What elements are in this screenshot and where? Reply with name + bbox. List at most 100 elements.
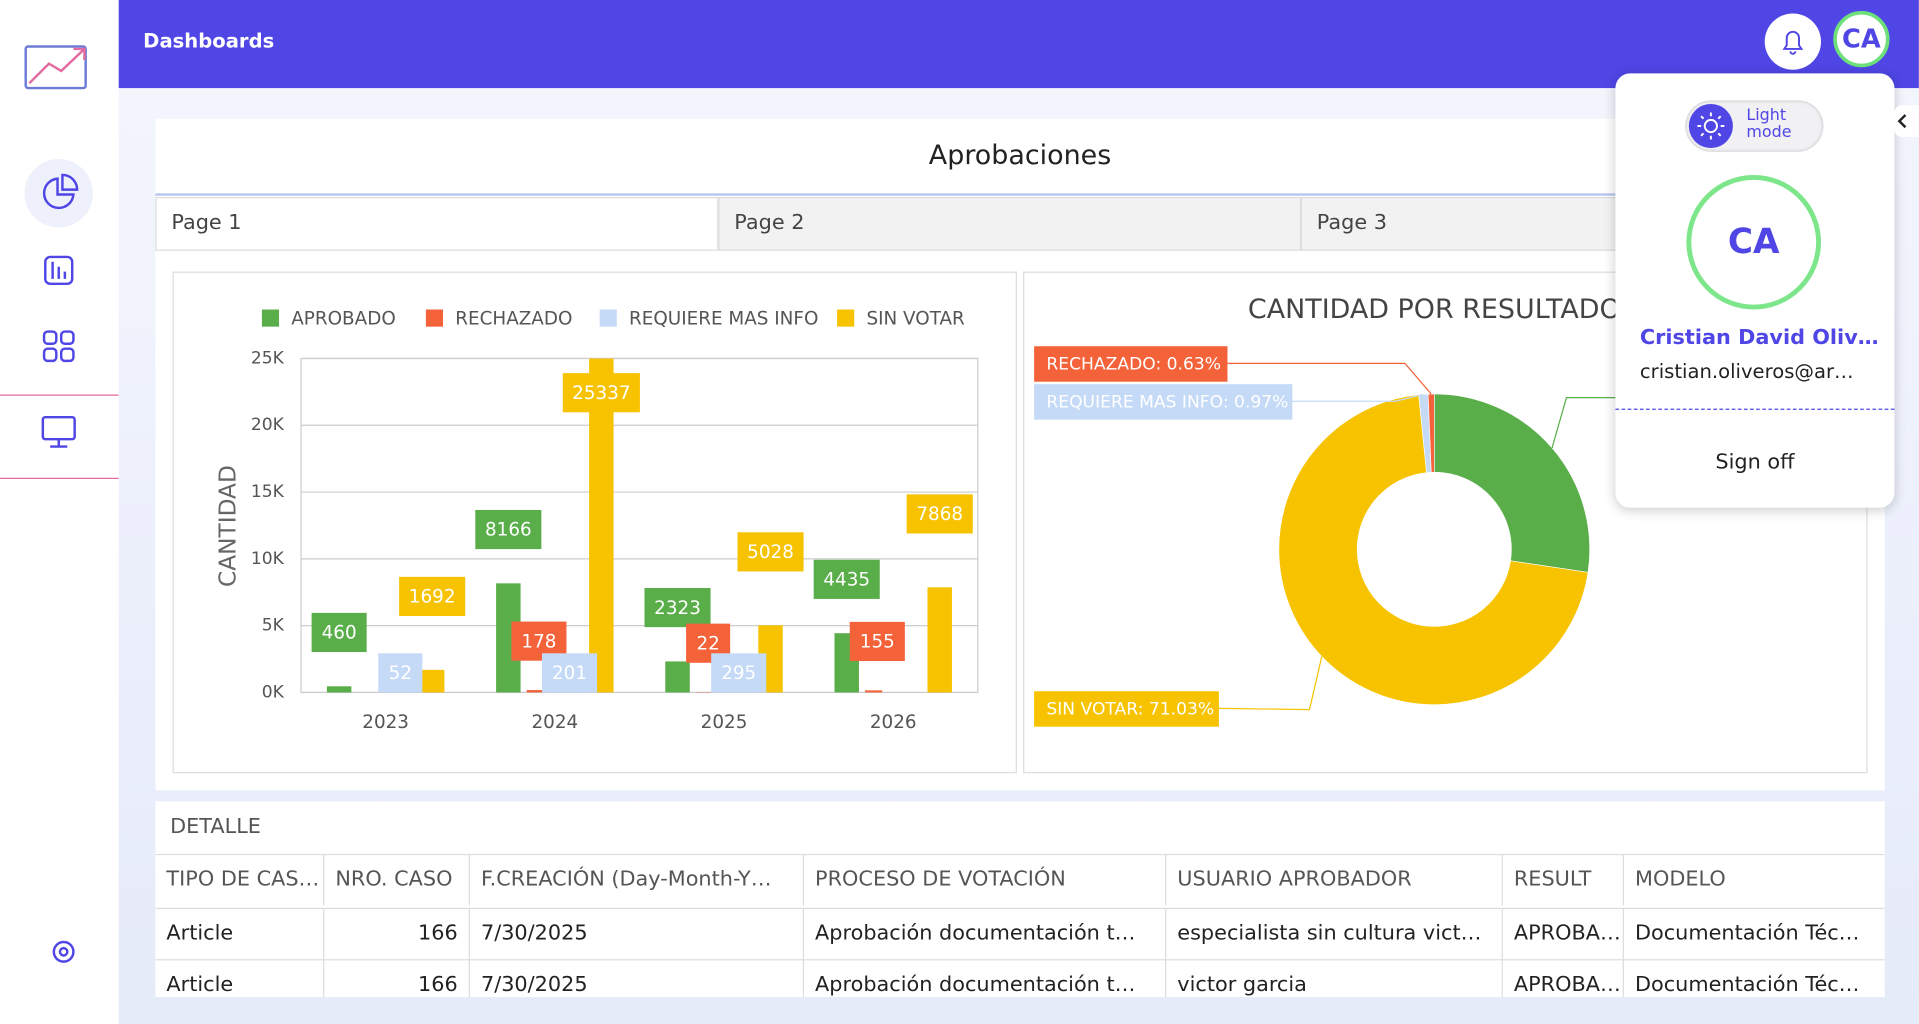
- data-label: 460: [322, 623, 357, 644]
- bar: [589, 358, 614, 693]
- bell-icon: [1782, 30, 1804, 55]
- title-rule: [155, 193, 1885, 196]
- bar: [419, 669, 445, 693]
- donut-slice: [1433, 393, 1590, 573]
- nav-bars[interactable]: [44, 255, 74, 286]
- data-label-bg: [399, 576, 466, 617]
- chevron: [1897, 92, 1918, 129]
- bars: [326, 358, 952, 693]
- data-label: 178: [521, 631, 556, 652]
- data-label: 8166: [485, 520, 532, 541]
- mode-line: Light: [1746, 106, 1787, 125]
- column-header: PROCESO DE VOTACIÓN: [802, 853, 1166, 906]
- y-tick-label: 20K: [251, 415, 285, 435]
- data-label: 7868: [916, 504, 963, 525]
- data-label: 22: [696, 633, 719, 654]
- collapse-tab[interactable]: [1894, 92, 1919, 138]
- user-menu: Light mode CA Cristian David Oliv… cristi…: [1615, 73, 1895, 508]
- y-tick-label: 25K: [251, 348, 285, 368]
- data-label-bg: [311, 612, 367, 653]
- nav-grid[interactable]: [42, 330, 58, 345]
- slice-label-bg: [1034, 691, 1219, 727]
- table-cell: Aprobación documentación t…: [802, 959, 1166, 998]
- legend-swatch: [599, 309, 617, 327]
- y-tick-label: 5K: [262, 616, 285, 636]
- data-label: 1692: [409, 587, 456, 608]
- bar: [927, 587, 952, 693]
- dashboard-title: Aprobaciones: [928, 140, 1112, 172]
- donut-slice: [1427, 393, 1435, 473]
- tab[interactable]: Page 1: [155, 196, 719, 251]
- mode-label: Light mode: [1746, 106, 1791, 142]
- tab[interactable]: Page 2: [718, 196, 1301, 251]
- user-name: Cristian David Oliv…: [1639, 325, 1879, 350]
- sign-off[interactable]: Sign off: [1715, 450, 1795, 475]
- logo: [24, 45, 87, 90]
- table-cell: Documentación Téc…: [1622, 959, 1885, 998]
- sun-icon: [1697, 112, 1725, 140]
- data-label-bg: [541, 653, 598, 693]
- avatar-large: CA: [1686, 174, 1822, 310]
- y-axis-label: CANTIDAD: [214, 465, 241, 587]
- y-tick-label: 15K: [251, 482, 285, 502]
- data-label-bg: [813, 559, 880, 599]
- table-cell: victor garcia: [1165, 959, 1502, 998]
- slice-label-bg: [1034, 384, 1293, 420]
- chart-frame: [172, 271, 1017, 774]
- leader-line: [1227, 362, 1432, 395]
- nav-pie[interactable]: [42, 177, 75, 210]
- settings[interactable]: [52, 940, 75, 963]
- sun-knob: [1688, 103, 1733, 149]
- nav-pie-part[interactable]: [61, 173, 79, 191]
- table-cell: Documentación Téc…: [1622, 907, 1885, 960]
- avatar[interactable]: CA: [1833, 11, 1890, 68]
- top-bar: Dashboards CA: [118, 0, 1919, 89]
- slice-label: RECHAZADO: 0.63%: [1046, 355, 1221, 375]
- donut-slice: [1278, 394, 1589, 705]
- notifications[interactable]: [1764, 13, 1822, 70]
- table-cell: Article: [155, 959, 324, 997]
- legend-swatch: [261, 309, 280, 327]
- slice-label-bg: [1034, 346, 1228, 382]
- x-tick-label: 2023: [362, 712, 409, 733]
- y-tick-label: 0K: [262, 682, 285, 702]
- theme-toggle[interactable]: Light mode: [1685, 100, 1824, 152]
- x-tick-label: 2026: [870, 712, 917, 733]
- table-cell: especialista sin cultura vict…: [1165, 907, 1502, 960]
- legend-label: RECHAZADO: [455, 308, 572, 329]
- y-tick-label: 10K: [251, 549, 285, 569]
- table-cell: 166: [323, 959, 469, 998]
- data-label-bg: [562, 373, 640, 413]
- plot-frame: [300, 357, 979, 694]
- column-header: MODELO: [1622, 853, 1885, 906]
- table-cell: APROBA…: [1501, 907, 1623, 960]
- data-label-bg: [849, 621, 905, 662]
- bar: [526, 690, 544, 693]
- data-label-bg: [475, 509, 542, 550]
- data-label: 2323: [654, 598, 701, 619]
- bar: [865, 690, 883, 693]
- table-cell: APROBA…: [1501, 959, 1623, 998]
- x-tick-label: 2024: [531, 712, 578, 733]
- column-header: TIPO DE CAS…: [155, 853, 324, 905]
- legend-label: APROBADO: [291, 308, 396, 329]
- data-label-bg: [378, 653, 423, 693]
- data-label: 155: [860, 632, 895, 653]
- menu-divider: [1615, 408, 1895, 410]
- slice-label: SIN VOTAR: 71.03%: [1046, 700, 1214, 720]
- data-label: 295: [721, 663, 756, 684]
- leader-line: [1218, 656, 1323, 711]
- bar: [665, 661, 690, 693]
- table-title: DETALLE: [170, 814, 261, 840]
- column-header: F.CREACIÓN (Day-Month-Y…: [468, 853, 803, 906]
- detail-table: DETALLE TIPO DE CAS… NRO. CASO F.CREACIÓN …: [155, 801, 1885, 998]
- page-title: Dashboards: [143, 29, 275, 53]
- bar: [326, 686, 352, 693]
- user-email: cristian.oliveros@ar…: [1639, 359, 1854, 383]
- data-label-bg: [644, 588, 711, 628]
- table-cell: Article: [155, 907, 324, 959]
- table-cell: 7/30/2025: [468, 959, 803, 998]
